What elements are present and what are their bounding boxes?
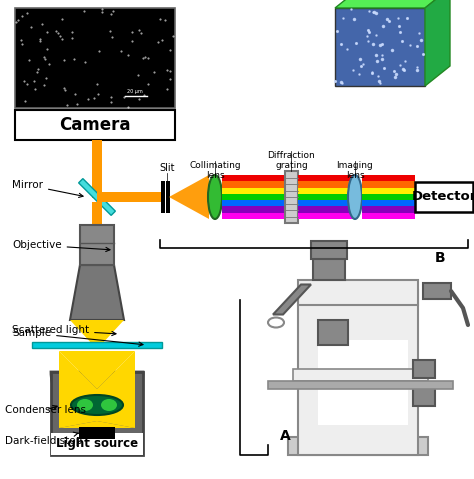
- Text: Diffraction
grating: Diffraction grating: [268, 151, 315, 171]
- Text: Sample: Sample: [12, 328, 143, 346]
- Bar: [32, 342, 162, 348]
- Bar: [285, 171, 298, 223]
- Text: Imaging
lens: Imaging lens: [337, 161, 374, 181]
- Bar: [318, 340, 408, 425]
- Text: Objective: Objective: [12, 240, 110, 251]
- Bar: [79, 427, 115, 439]
- Polygon shape: [97, 421, 135, 428]
- Text: Mirror: Mirror: [12, 180, 83, 197]
- Bar: [166, 181, 170, 213]
- Bar: [288, 437, 428, 455]
- Bar: [318, 320, 348, 345]
- Bar: [15, 110, 175, 140]
- Bar: [92, 140, 102, 198]
- Ellipse shape: [101, 399, 117, 411]
- Ellipse shape: [77, 399, 93, 411]
- Text: Camera: Camera: [59, 116, 131, 134]
- Bar: [311, 241, 347, 259]
- Bar: [51, 433, 143, 455]
- Polygon shape: [59, 421, 97, 428]
- Bar: [268, 381, 453, 389]
- Ellipse shape: [208, 175, 222, 219]
- Wedge shape: [51, 372, 143, 418]
- Text: Light source: Light source: [56, 437, 138, 451]
- Bar: [161, 181, 165, 213]
- Polygon shape: [97, 351, 135, 389]
- Bar: [80, 225, 114, 265]
- Bar: [335, 8, 425, 86]
- Ellipse shape: [71, 395, 123, 415]
- Polygon shape: [335, 0, 450, 8]
- Text: Detector: Detector: [411, 191, 474, 204]
- Bar: [298, 280, 418, 305]
- Bar: [413, 360, 435, 378]
- Text: Collimating
lens: Collimating lens: [189, 161, 241, 181]
- Polygon shape: [59, 351, 97, 428]
- Text: 20 µm: 20 µm: [127, 89, 143, 94]
- Bar: [15, 8, 175, 108]
- Polygon shape: [70, 320, 124, 345]
- Polygon shape: [425, 0, 450, 86]
- Bar: [413, 388, 435, 406]
- Text: Dark-field stop: Dark-field stop: [5, 432, 82, 446]
- Bar: [298, 290, 418, 455]
- Bar: [313, 256, 345, 280]
- Bar: [51, 372, 143, 455]
- Text: B: B: [435, 251, 445, 265]
- Bar: [293, 369, 428, 381]
- Polygon shape: [273, 285, 311, 315]
- Text: Scattered light: Scattered light: [12, 325, 116, 336]
- Text: A: A: [280, 429, 291, 443]
- Bar: [298, 437, 418, 455]
- Bar: [415, 182, 473, 212]
- Ellipse shape: [268, 318, 284, 328]
- Bar: [92, 202, 102, 265]
- Polygon shape: [79, 179, 115, 216]
- Bar: [335, 8, 425, 86]
- Polygon shape: [97, 351, 135, 428]
- Ellipse shape: [348, 175, 362, 219]
- Polygon shape: [169, 175, 209, 219]
- Polygon shape: [70, 265, 124, 320]
- Bar: [97, 192, 165, 202]
- Bar: [423, 283, 451, 299]
- Text: Slit: Slit: [159, 163, 175, 173]
- Text: Condenser lens: Condenser lens: [5, 405, 86, 415]
- Polygon shape: [59, 351, 97, 389]
